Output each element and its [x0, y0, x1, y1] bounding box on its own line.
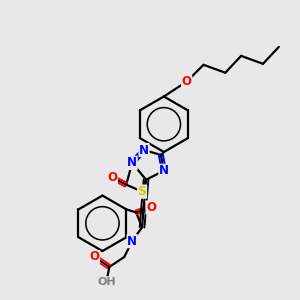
Text: O: O: [89, 250, 100, 263]
Text: N: N: [159, 164, 169, 177]
Text: S: S: [138, 185, 147, 198]
Text: N: N: [127, 156, 137, 170]
Text: O: O: [107, 171, 117, 184]
Text: OH: OH: [97, 277, 116, 287]
Text: O: O: [182, 75, 192, 88]
Text: N: N: [139, 143, 149, 157]
Text: O: O: [146, 201, 156, 214]
Text: N: N: [127, 235, 137, 248]
